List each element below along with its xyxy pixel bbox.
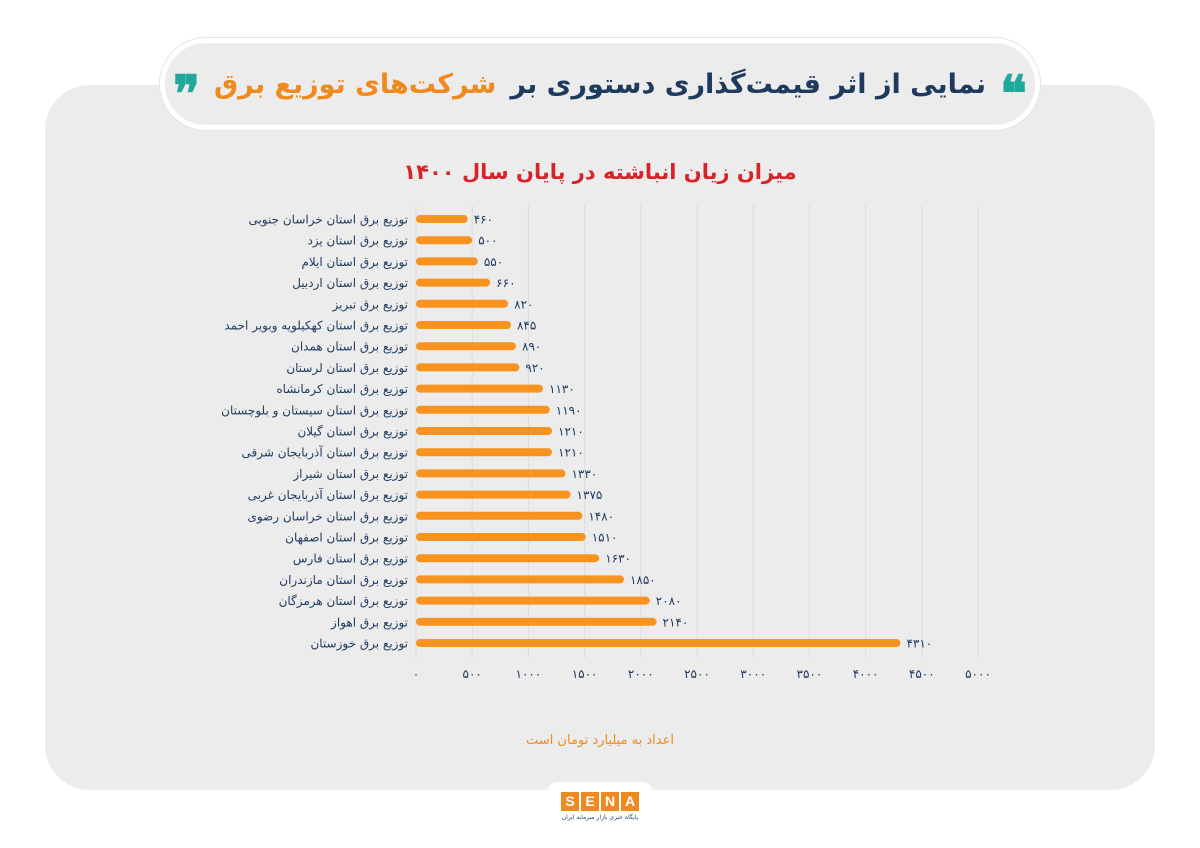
x-tick-label: ۳۵۰۰ <box>797 667 823 681</box>
x-tick-label: ۲۰۰۰ <box>628 667 654 681</box>
category-label: توزیع برق تبریز <box>331 297 408 312</box>
x-tick-label: ۲۵۰۰ <box>684 667 710 681</box>
bar-value-label: ۱۲۱۰ <box>558 446 584 460</box>
category-label: توزیع برق استان اردبیل <box>292 276 408 291</box>
x-tick-label: ۳۰۰۰ <box>740 667 766 681</box>
bar <box>416 215 468 223</box>
x-tick-label: ۴۵۰۰ <box>909 667 935 681</box>
bar <box>416 384 544 393</box>
bar <box>416 469 566 478</box>
bar <box>416 554 600 563</box>
bar-value-label: ۲۰۸۰ <box>656 594 682 608</box>
logo-letter: N <box>601 791 619 811</box>
bar <box>416 236 473 245</box>
category-label: توزیع برق استان همدان <box>291 340 408 355</box>
logo-subtitle: پایگاه خبری بازار سرمایه ایران <box>561 813 639 821</box>
bar-value-label: ۱۸۵۰ <box>630 573 656 587</box>
x-tick-label: ۴۰۰۰ <box>853 667 879 681</box>
header-title-part1: نمایی از اثر قیمت‌گذاری دستوری بر <box>510 68 986 100</box>
category-label: توزیع برق استان اصفهان <box>285 531 408 546</box>
category-label: توزیع برق استان لرستان <box>286 361 408 376</box>
bar <box>416 427 553 435</box>
header-title-part2: شرکت‌های توزیع برق <box>214 68 497 100</box>
x-tick-label: ۵۰۰ <box>463 667 482 681</box>
bar-value-label: ۵۵۰ <box>484 255 503 269</box>
bar-value-label: ۱۴۸۰ <box>588 509 614 523</box>
bar-value-label: ۸۴۵ <box>517 319 536 333</box>
bar <box>416 257 478 266</box>
category-label: توزیع برق خوزستان <box>310 637 408 652</box>
category-label: توزیع برق استان آذربایجان غربی <box>248 487 408 503</box>
bar <box>416 342 517 351</box>
bar-value-label: ۱۶۳۰ <box>605 552 631 566</box>
bar <box>416 617 657 626</box>
bar <box>416 321 511 329</box>
category-label: توزیع برق استان یزد <box>307 234 408 249</box>
category-label: توزیع برق استان خراسان جنوبی <box>248 213 408 228</box>
bar-value-label: ۹۲۰ <box>525 361 544 375</box>
x-tick-label: ۰ <box>413 667 419 681</box>
bar <box>416 278 491 287</box>
category-label: توزیع برق استان مازندران <box>279 573 408 588</box>
bar-value-label: ۱۱۳۰ <box>549 382 575 396</box>
bar-value-label: ۱۱۹۰ <box>556 403 582 417</box>
category-label: توزیع برق استان خراسان رضوی <box>247 509 408 524</box>
logo-letter: E <box>581 791 599 811</box>
logo-letter: S <box>561 791 579 811</box>
quote-open-icon: ❝ <box>999 64 1027 123</box>
bar-value-label: ۱۲۱۰ <box>558 425 584 439</box>
bar <box>416 363 520 372</box>
bar <box>416 511 583 520</box>
category-label: توزیع برق استان سیستان و بلوچستان <box>221 403 408 418</box>
bar-value-label: ۵۰۰ <box>478 234 497 248</box>
category-label: توزیع برق استان ایلام <box>301 255 408 270</box>
header-title: ❝ نمایی از اثر قیمت‌گذاری دستوری بر شرکت… <box>173 57 1027 123</box>
category-label: توزیع برق استان هرمزگان <box>279 594 408 609</box>
header-banner: ❝ نمایی از اثر قیمت‌گذاری دستوری بر شرکت… <box>160 38 1040 130</box>
bar-value-label: ۶۶۰ <box>496 276 515 290</box>
bar-value-label: ۴۶۰ <box>474 213 493 227</box>
x-tick-label: ۵۰۰۰ <box>965 667 991 681</box>
x-tick-label: ۱۰۰۰ <box>516 667 542 681</box>
category-label: توزیع برق استان کهکیلویه وبویر احمد <box>224 319 408 334</box>
bar <box>416 405 550 414</box>
bar <box>416 639 901 647</box>
bar <box>416 533 586 541</box>
bar-value-label: ۲۱۴۰ <box>663 615 689 629</box>
bar <box>416 596 650 605</box>
bar-value-label: ۱۵۱۰ <box>592 531 618 545</box>
bar <box>416 490 571 499</box>
logo-letter: A <box>621 791 639 811</box>
bar <box>416 299 509 308</box>
bar-value-label: ۸۲۰ <box>514 297 533 311</box>
chart-title: میزان زیان انباشته در پایان سال ۱۴۰۰ <box>403 160 797 184</box>
bar-value-label: ۱۳۳۰ <box>571 467 597 481</box>
bar-value-label: ۸۹۰ <box>522 340 541 354</box>
quote-close-icon: ❞ <box>173 64 201 123</box>
x-tick-label: ۱۵۰۰ <box>572 667 598 681</box>
category-label: توزیع برق استان آذربایجان شرقی <box>241 445 408 461</box>
category-label: توزیع برق استان گیلان <box>297 425 408 440</box>
chart-card <box>45 85 1155 790</box>
category-label: توزیع برق استان فارس <box>293 552 408 567</box>
unit-note: اعداد به میلیارد تومان است <box>526 733 674 748</box>
bar <box>416 575 624 584</box>
category-label: توزیع برق استان کرمانشاه <box>276 382 408 397</box>
bar <box>416 448 553 457</box>
category-label: توزیع برق اهواز <box>330 615 408 630</box>
category-label: توزیع برق استان شیراز <box>292 467 408 482</box>
bar-value-label: ۱۳۷۵ <box>577 488 603 502</box>
bar-value-label: ۴۳۱۰ <box>906 637 932 651</box>
